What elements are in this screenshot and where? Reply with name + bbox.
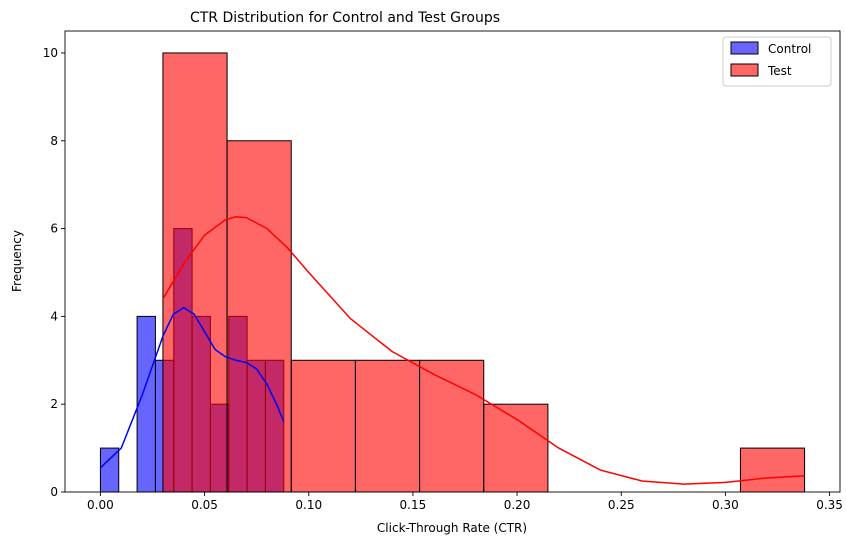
test-bar-9 — [740, 448, 804, 492]
x-tick-label: 0.00 — [87, 498, 114, 512]
x-tick-label: 0.05 — [191, 498, 218, 512]
legend-label-test: Test — [767, 64, 792, 78]
legend-label-control: Control — [768, 42, 811, 56]
y-tick-label: 0 — [50, 485, 58, 499]
test-bar-0 — [163, 53, 227, 492]
test-bars — [163, 53, 805, 492]
control-bar-2 — [137, 316, 155, 492]
test-bar-1 — [227, 141, 291, 492]
control-bar-0 — [100, 448, 118, 492]
y-tick-label: 6 — [50, 222, 58, 236]
x-axis: 0.00 0.05 0.10 0.15 0.20 0.25 0.30 0.35 — [87, 492, 843, 512]
test-bar-2 — [291, 360, 355, 492]
y-axis: 0 2 4 6 8 10 — [43, 46, 65, 499]
x-tick-label: 0.35 — [816, 498, 843, 512]
x-axis-label: Click-Through Rate (CTR) — [377, 521, 527, 535]
y-tick-label: 2 — [50, 397, 58, 411]
y-tick-label: 4 — [50, 309, 58, 323]
legend: Control Test — [723, 37, 831, 86]
y-tick-label: 10 — [43, 46, 58, 60]
x-tick-label: 0.30 — [712, 498, 739, 512]
test-bar-4 — [420, 360, 484, 492]
test-bar-3 — [355, 360, 419, 492]
y-axis-label: Frequency — [10, 230, 24, 292]
x-tick-label: 0.15 — [400, 498, 427, 512]
chart-title: CTR Distribution for Control and Test Gr… — [190, 10, 500, 26]
x-tick-label: 0.25 — [608, 498, 635, 512]
legend-swatch-control — [731, 42, 758, 54]
test-bar-5 — [484, 404, 548, 492]
legend-swatch-test — [731, 64, 758, 76]
y-tick-label: 8 — [50, 134, 58, 148]
x-tick-label: 0.20 — [504, 498, 531, 512]
x-tick-label: 0.10 — [295, 498, 322, 512]
